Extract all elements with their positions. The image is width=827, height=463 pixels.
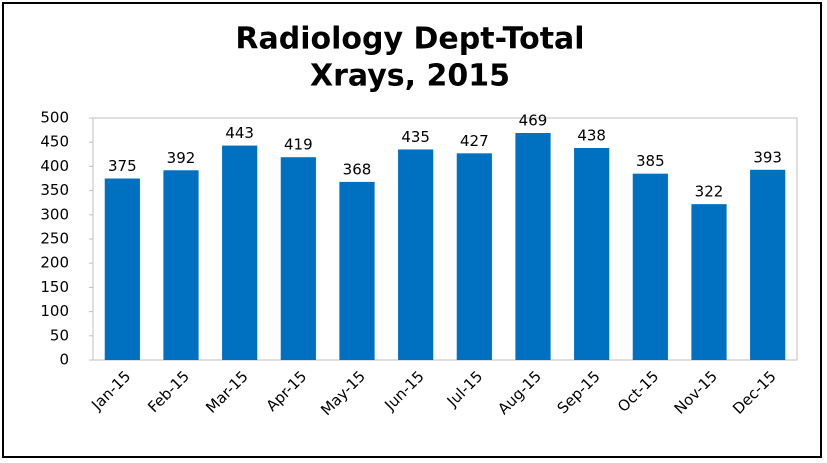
y-tick-label: 300 <box>40 205 69 223</box>
data-label: 375 <box>108 157 137 175</box>
y-tick-label: 100 <box>40 302 69 320</box>
data-label: 438 <box>577 127 606 145</box>
y-tick-label: 400 <box>40 157 69 175</box>
bar <box>104 178 140 360</box>
y-tick-label: 250 <box>40 230 69 248</box>
data-label: 427 <box>460 132 489 150</box>
y-tick-label: 0 <box>59 351 69 369</box>
y-tick-label: 350 <box>40 181 69 199</box>
data-label: 322 <box>695 183 724 201</box>
y-tick-label: 150 <box>40 278 69 296</box>
chart-title: Radiology Dept-Total <box>235 22 584 57</box>
data-label: 469 <box>519 112 548 130</box>
bar <box>280 157 316 360</box>
data-label: 443 <box>225 124 254 142</box>
chart-title: Xrays, 2015 <box>310 59 510 94</box>
bar <box>515 133 551 360</box>
bar <box>398 149 434 360</box>
bar <box>222 145 258 360</box>
data-label: 435 <box>401 128 430 146</box>
data-label: 392 <box>167 149 196 167</box>
y-tick-label: 200 <box>40 254 69 272</box>
bar <box>750 169 786 360</box>
data-label: 393 <box>753 148 782 166</box>
y-tick-label: 500 <box>40 109 69 127</box>
bar <box>574 148 610 360</box>
data-label: 419 <box>284 136 313 154</box>
bar <box>691 204 727 360</box>
bar <box>339 181 375 360</box>
bar <box>456 153 492 360</box>
bar <box>163 170 199 360</box>
bar <box>632 173 668 360</box>
y-tick-label: 50 <box>50 326 69 344</box>
data-label: 385 <box>636 152 665 170</box>
data-label: 368 <box>343 160 372 178</box>
y-tick-label: 450 <box>40 133 69 151</box>
